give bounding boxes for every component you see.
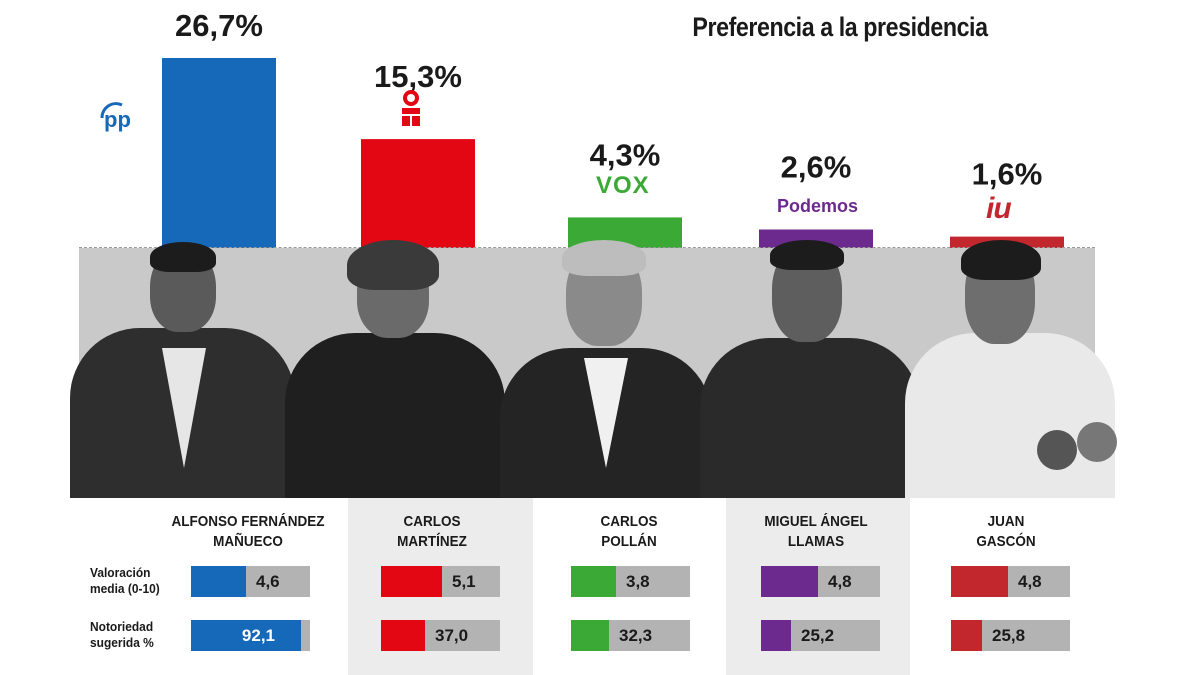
bar-value-label: 92,1 [241, 626, 275, 645]
candidate-name: MIGUEL ÁNGEL LLAMAS [764, 513, 868, 550]
bar-value-label: 25,8 [992, 626, 1026, 645]
bar-fill [191, 620, 301, 651]
microphone-icon [1077, 422, 1117, 462]
bar-value-label: 25,2 [801, 626, 835, 645]
rating-bar: 5,1 [381, 566, 500, 597]
bar-pp [162, 58, 276, 248]
bar-fill [191, 566, 246, 597]
bar-value-label: 32,3 [619, 626, 653, 645]
rating-bar: 4,6 [191, 566, 310, 597]
bar-value-label: 4,8 [828, 572, 852, 591]
bar-value-label: 4,6 [256, 572, 280, 591]
candidate-photo-gascon [905, 240, 1120, 498]
bar-value-label: 15,3% [374, 59, 462, 94]
bar-fill [381, 566, 442, 597]
notoriety-bar: 37,0 [381, 620, 500, 651]
bar-value-label: 4,3% [590, 137, 661, 172]
preference-chart: 26,7% 15,3% 4,3% 2,6% 1,6% [162, 8, 1064, 248]
podemos-logo: Podemos [777, 196, 859, 216]
svg-text:pp: pp [104, 107, 131, 132]
candidate-name: JUAN GASCÓN [976, 513, 1036, 550]
chart-title: Preferencia a la presidencia [692, 12, 988, 42]
bar-fill [571, 566, 616, 597]
candidate-photo-manueco [70, 240, 295, 498]
rating-bar: 3,8 [571, 566, 690, 597]
bar-fill [951, 620, 982, 651]
bar-fill [571, 620, 609, 651]
bar-fill [381, 620, 425, 651]
bar-fill [951, 566, 1008, 597]
bar-value-label: 3,8 [626, 572, 650, 591]
bar-value-label: 4,8 [1018, 572, 1042, 591]
bar-fill [761, 620, 791, 651]
vox-logo: VOX [596, 172, 650, 199]
candidate-photo-martinez [285, 240, 505, 498]
candidate-photo-pollan [500, 240, 712, 498]
bar-psoe [361, 139, 475, 248]
candidate-name: CARLOS MARTÍNEZ [397, 513, 467, 550]
candidate-name: ALFONSO FERNÁNDEZ MAÑUECO [171, 513, 325, 550]
bar-value-label: 2,6% [781, 149, 852, 184]
microphone-icon [1037, 430, 1077, 470]
psoe-rose-icon [396, 88, 426, 128]
candidate-photo-llamas [700, 240, 920, 498]
notoriety-bar: 92,1 [191, 620, 310, 651]
notoriety-bar: 25,8 [951, 620, 1070, 651]
bar-value-label: 5,1 [452, 572, 476, 591]
pp-logo-icon: pp [96, 100, 142, 132]
iu-logo: iu [986, 192, 1012, 225]
notoriety-bar: 32,3 [571, 620, 690, 651]
bar-value-label: 1,6% [972, 157, 1043, 192]
row-label-notoriedad: Notoriedad sugerida % [90, 619, 154, 650]
bar-value-label: 26,7% [175, 8, 263, 43]
rating-bar: 4,8 [761, 566, 880, 597]
bar-value-label: 37,0 [435, 626, 469, 645]
notoriety-bar: 25,2 [761, 620, 880, 651]
bar-fill [761, 566, 818, 597]
rating-bar: 4,8 [951, 566, 1070, 597]
candidate-name: CARLOS POLLÁN [600, 513, 658, 550]
row-label-valoracion: Valoración media (0-10) [90, 565, 160, 596]
